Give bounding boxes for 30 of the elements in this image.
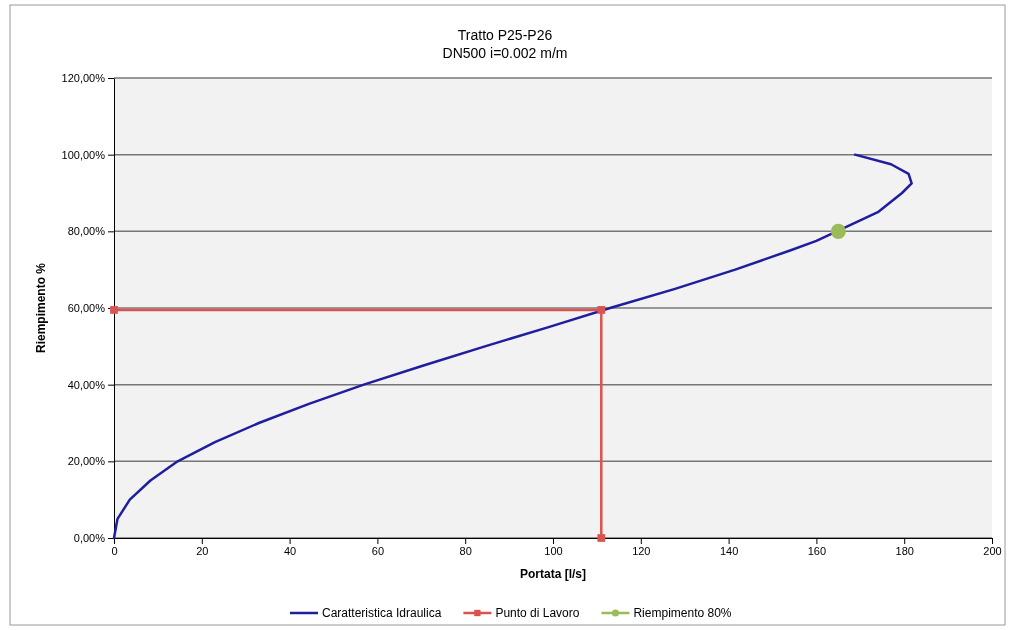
point <box>597 534 606 542</box>
y-tick-label: 60,00% <box>67 302 106 315</box>
point <box>830 223 846 239</box>
x-tick-label: 80 <box>459 544 472 557</box>
y-axis-title: Riempimento % <box>34 262 48 354</box>
y-tick-label: 80,00% <box>67 225 106 238</box>
x-tick-label: 0 <box>111 544 118 557</box>
y-tick-label: 40,00% <box>67 378 106 391</box>
point <box>110 306 118 314</box>
y-tick-label: 0,00% <box>73 532 106 545</box>
x-axis-title: Portata [l/s] <box>519 567 587 581</box>
legend-label: Riempimento 80% <box>633 606 732 620</box>
x-tick-label: 160 <box>807 544 827 557</box>
y-tick-label: 100,00% <box>61 148 106 161</box>
chart-title: Tratto P25-P26 <box>457 27 553 43</box>
legend-label: Caratteristica Idraulica <box>322 606 442 620</box>
x-tick-label: 120 <box>632 544 651 557</box>
x-tick-label: 180 <box>895 544 914 557</box>
legend-label: Punto di Lavoro <box>495 606 580 620</box>
x-tick-label: 140 <box>719 544 739 557</box>
y-tick-label: 120,00% <box>61 72 106 85</box>
point <box>597 306 606 314</box>
x-tick-label: 40 <box>283 544 297 557</box>
chart-subtitle: DN500 i=0.002 m/m <box>442 45 568 61</box>
x-tick-label: 20 <box>196 544 209 557</box>
line-series <box>112 153 913 540</box>
x-tick-label: 100 <box>544 544 563 557</box>
x-tick-label: 200 <box>983 544 1002 557</box>
y-tick-label: 20,00% <box>67 455 106 468</box>
x-tick-label: 60 <box>371 544 385 557</box>
